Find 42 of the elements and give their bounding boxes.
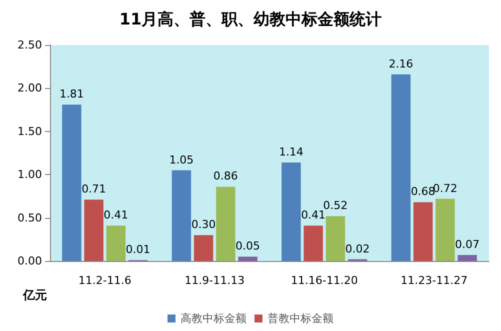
data-label: 0.41 — [301, 208, 326, 222]
y-tick-label: 1.50 — [18, 124, 42, 138]
bar — [413, 202, 433, 261]
data-label: 0.01 — [126, 243, 150, 256]
data-label: 0.41 — [104, 208, 128, 222]
bar — [62, 104, 82, 261]
bar — [84, 200, 104, 261]
data-label: 1.81 — [59, 88, 84, 101]
x-tick-label: 11.2-11.6 — [78, 274, 132, 287]
data-label: 1.05 — [169, 153, 194, 166]
bar — [216, 186, 236, 261]
y-tick-label: 1.00 — [18, 168, 42, 182]
bar — [326, 216, 346, 261]
data-label: 0.30 — [191, 218, 216, 232]
data-label: 0.86 — [213, 170, 238, 183]
x-tick-label: 11.23-11.27 — [400, 274, 468, 287]
bar — [458, 254, 477, 261]
bar — [172, 170, 192, 261]
y-tick-label: 2.50 — [18, 38, 42, 52]
x-tick-label: 11.16-11.20 — [290, 274, 358, 287]
y-tick-label: 0.50 — [18, 211, 42, 224]
y-tick-label: 0.00 — [18, 254, 42, 268]
data-label: 0.07 — [455, 238, 480, 251]
bar — [194, 235, 214, 261]
data-label: 1.14 — [278, 146, 304, 159]
bar — [282, 162, 301, 261]
bar — [436, 198, 455, 261]
bar — [304, 226, 323, 261]
legend-label: 普教中标金额 — [268, 312, 334, 325]
data-label: 2.16 — [388, 57, 414, 70]
bar — [391, 74, 411, 261]
bar — [238, 256, 258, 261]
bar — [106, 226, 126, 261]
x-tick-label: 11.9-11.13 — [184, 274, 245, 287]
y-axis-title: 亿元 — [22, 288, 47, 302]
y-tick-label: 2.00 — [18, 82, 42, 95]
data-label: 0.52 — [323, 199, 348, 212]
legend-label: 高教中标金额 — [180, 312, 246, 325]
data-label: 0.05 — [236, 240, 260, 253]
data-label: 0.71 — [82, 182, 106, 196]
data-label: 0.02 — [345, 242, 370, 256]
chart-title: 11月高、普、职、幼教中标金额统计 — [119, 10, 382, 28]
